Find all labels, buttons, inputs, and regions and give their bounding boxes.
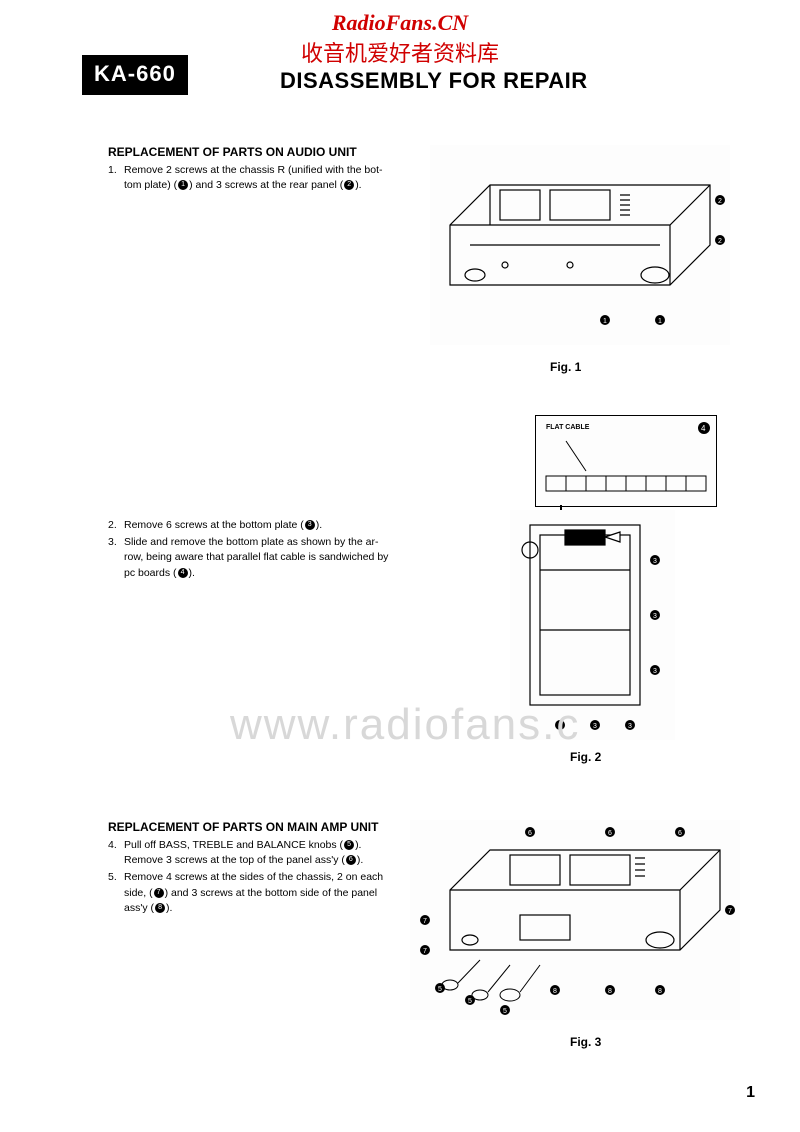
page-title: DISASSEMBLY FOR REPAIR (280, 68, 588, 94)
section-title: REPLACEMENT OF PARTS ON AUDIO UNIT (108, 145, 408, 159)
text: ) and 3 screws at the bottom side of the… (165, 887, 377, 899)
flat-cable-label: FLAT CABLE (546, 424, 589, 431)
svg-text:3: 3 (593, 723, 597, 730)
text: Slide and remove the bottom plate as sho… (124, 536, 378, 548)
figure-3-caption: Fig. 3 (570, 1035, 601, 1049)
step-3: 3. Slide and remove the bottom plate as … (108, 535, 408, 581)
callout-6-icon: 6 (346, 855, 356, 865)
text: Remove 6 screws at the bottom plate ( (124, 519, 304, 531)
svg-text:7: 7 (423, 948, 427, 955)
watermark-url: www.radiofans.c (230, 700, 580, 750)
svg-text:8: 8 (658, 988, 662, 995)
section-audio-unit: REPLACEMENT OF PARTS ON AUDIO UNIT 1. Re… (108, 145, 408, 195)
figure-1-caption: Fig. 1 (550, 360, 581, 374)
svg-text:8: 8 (608, 988, 612, 995)
section-main-amp: REPLACEMENT OF PARTS ON MAIN AMP UNIT 4.… (108, 820, 408, 918)
svg-text:3: 3 (653, 668, 657, 675)
section-bottom-plate: 2. Remove 6 screws at the bottom plate (… (108, 518, 408, 583)
step-text: Remove 2 screws at the chassis R (unifie… (124, 163, 408, 193)
section-title: REPLACEMENT OF PARTS ON MAIN AMP UNIT (108, 820, 408, 834)
svg-text:2: 2 (718, 238, 722, 245)
text: ). (316, 519, 322, 531)
callout-3-icon: 3 (305, 520, 315, 530)
model-badge: KA-660 (82, 55, 188, 95)
text: ). (355, 179, 361, 191)
figure-1: 2 2 1 1 (430, 145, 730, 345)
step-number: 1. (108, 163, 124, 193)
figure-3: 6 6 6 7 7 5 5 5 8 8 8 7 (410, 820, 740, 1020)
svg-text:5: 5 (438, 986, 442, 993)
svg-text:4: 4 (701, 424, 706, 433)
text: Remove 4 screws at the sides of the chas… (124, 871, 383, 883)
callout-5-icon: 5 (344, 840, 354, 850)
figure-2-detail: FLAT CABLE 4 (535, 415, 717, 507)
text: ). (357, 854, 363, 866)
step-number: 3. (108, 535, 124, 581)
step-number: 5. (108, 870, 124, 916)
step-5: 5. Remove 4 screws at the sides of the c… (108, 870, 408, 916)
text: ). (166, 902, 172, 914)
figure-2-caption: Fig. 2 (570, 750, 601, 764)
svg-text:7: 7 (728, 908, 732, 915)
step-4: 4. Pull off BASS, TREBLE and BALANCE kno… (108, 838, 408, 868)
step-2: 2. Remove 6 screws at the bottom plate (… (108, 518, 408, 533)
text: ). (355, 839, 361, 851)
text: ass'y ( (124, 902, 154, 914)
step-text: Remove 4 screws at the sides of the chas… (124, 870, 408, 916)
callout-8-icon: 8 (155, 903, 165, 913)
callout-4-icon: 4 (178, 568, 188, 578)
text: ) and 3 screws at the rear panel ( (189, 179, 343, 191)
svg-text:7: 7 (423, 918, 427, 925)
svg-text:2: 2 (718, 198, 722, 205)
watermark-site: RadioFans.CN (0, 10, 800, 36)
svg-text:3: 3 (628, 723, 632, 730)
step-text: Slide and remove the bottom plate as sho… (124, 535, 408, 581)
text: Pull off BASS, TREBLE and BALANCE knobs … (124, 839, 343, 851)
step-number: 2. (108, 518, 124, 533)
text: ). (189, 567, 195, 579)
text: tom plate) ( (124, 179, 177, 191)
text: pc boards ( (124, 567, 177, 579)
svg-text:8: 8 (553, 988, 557, 995)
svg-text:6: 6 (678, 830, 682, 837)
svg-text:3: 3 (653, 558, 657, 565)
svg-text:6: 6 (528, 830, 532, 837)
step-text: Remove 6 screws at the bottom plate (3). (124, 518, 408, 533)
chassis-front-drawing: 6 6 6 7 7 5 5 5 8 8 8 7 (410, 820, 740, 1020)
svg-text:1: 1 (658, 318, 662, 325)
text: side, ( (124, 887, 153, 899)
callout-7-icon: 7 (154, 888, 164, 898)
step-1: 1. Remove 2 screws at the chassis R (uni… (108, 163, 408, 193)
step-number: 4. (108, 838, 124, 868)
svg-text:1: 1 (603, 318, 607, 325)
text: row, being aware that parallel flat cabl… (124, 551, 388, 563)
svg-text:3: 3 (653, 613, 657, 620)
step-text: Pull off BASS, TREBLE and BALANCE knobs … (124, 838, 408, 868)
svg-text:5: 5 (503, 1008, 507, 1015)
page-number: 1 (746, 1084, 755, 1102)
callout-2-icon: 2 (344, 180, 354, 190)
callout-1-icon: 1 (178, 180, 188, 190)
text: Remove 2 screws at the chassis R (unifie… (124, 164, 383, 176)
chassis-drawing: 2 2 1 1 (430, 145, 730, 345)
text: Remove 3 screws at the top of the panel … (124, 854, 345, 866)
svg-text:6: 6 (608, 830, 612, 837)
svg-text:5: 5 (468, 998, 472, 1005)
